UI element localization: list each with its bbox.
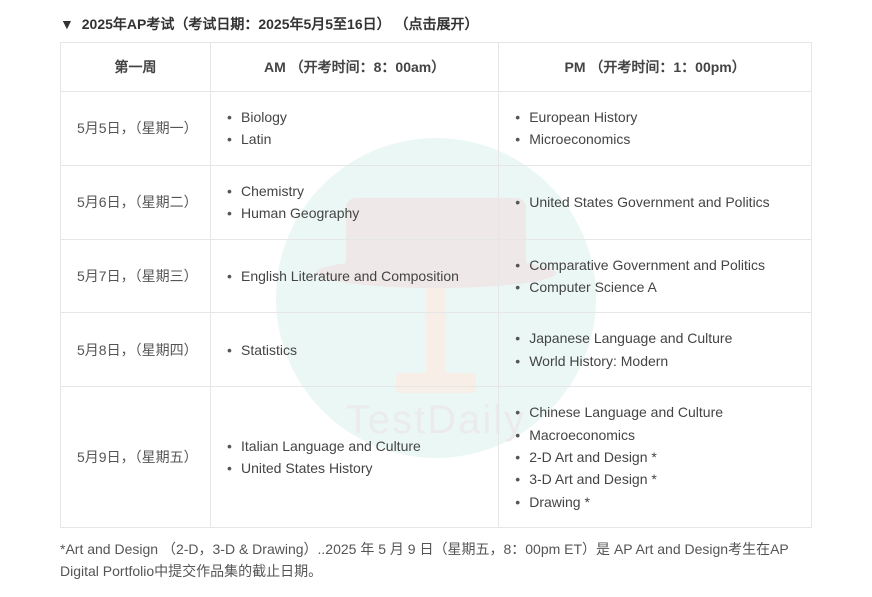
am-cell: ChemistryHuman Geography [211, 165, 499, 239]
col-week: 第一周 [61, 43, 211, 92]
table-row: 5月6日，（星期二）ChemistryHuman GeographyUnited… [61, 165, 812, 239]
list-item: Japanese Language and Culture [515, 327, 795, 349]
pm-cell: United States Government and Politics [499, 165, 812, 239]
footnote: *Art and Design （2-D，3-D & Drawing）..202… [60, 528, 812, 587]
date-cell: 5月6日，（星期二） [61, 165, 211, 239]
pm-cell: Chinese Language and CultureMacroeconomi… [499, 387, 812, 528]
pm-cell: Japanese Language and CultureWorld Histo… [499, 313, 812, 387]
list-item: Latin [227, 128, 482, 150]
table-row: 5月8日，（星期四） Statistics Japanese Language an… [61, 313, 812, 387]
list-item: Chinese Language and Culture [515, 401, 795, 423]
date-cell: 5月8日，（星期四） [61, 313, 211, 387]
list-item: Computer Science A [515, 276, 795, 298]
list-item: Macroeconomics [515, 424, 795, 446]
am-cell: English Literature and Composition [211, 239, 499, 313]
table-row: 5月5日，（星期一）BiologyLatinEuropean HistoryMi… [61, 92, 812, 166]
list-item: 3-D Art and Design * [515, 468, 795, 490]
date-cell: 5月9日，（星期五） [61, 387, 211, 528]
am-cell: Statistics [211, 313, 499, 387]
date-cell: 5月7日，（星期三） [61, 239, 211, 313]
col-am: AM （开考时间：8：00am） [211, 43, 499, 92]
list-item: English Literature and Composition [227, 265, 482, 287]
list-item: World History: Modern [515, 350, 795, 372]
list-item: Biology [227, 106, 482, 128]
table-header-toggle[interactable]: ▼ 2025年AP考试（考试日期：2025年5月5至16日） （点击展开） [60, 10, 812, 42]
list-item: Statistics [227, 339, 482, 361]
list-item: Comparative Government and Politics [515, 254, 795, 276]
table-row: 5月7日，（星期三） English Literature and Composi… [61, 239, 812, 313]
triangle-down-icon: ▼ [60, 16, 74, 32]
list-item: 2-D Art and Design * [515, 446, 795, 468]
date-cell: 5月5日，（星期一） [61, 92, 211, 166]
pm-cell: Comparative Government and PoliticsCompu… [499, 239, 812, 313]
header-title: 2025年AP考试（考试日期：2025年5月5至16日） [82, 16, 391, 32]
list-item: United States History [227, 457, 482, 479]
list-item: Chemistry [227, 180, 482, 202]
pm-cell: European HistoryMicroeconomics [499, 92, 812, 166]
list-item: European History [515, 106, 795, 128]
list-item: Drawing * [515, 491, 795, 513]
list-item: United States Government and Politics [515, 191, 795, 213]
header-expand-hint: （点击展开） [395, 16, 479, 32]
exam-schedule-table: 第一周 AM （开考时间：8：00am） PM （开考时间：1：00pm） 5月… [60, 42, 812, 528]
col-pm: PM （开考时间：1：00pm） [499, 43, 812, 92]
list-item: Microeconomics [515, 128, 795, 150]
table-row: 5月9日，（星期五）Italian Language and CultureUn… [61, 387, 812, 528]
list-item: Human Geography [227, 202, 482, 224]
am-cell: Italian Language and CultureUnited State… [211, 387, 499, 528]
am-cell: BiologyLatin [211, 92, 499, 166]
list-item: Italian Language and Culture [227, 435, 482, 457]
